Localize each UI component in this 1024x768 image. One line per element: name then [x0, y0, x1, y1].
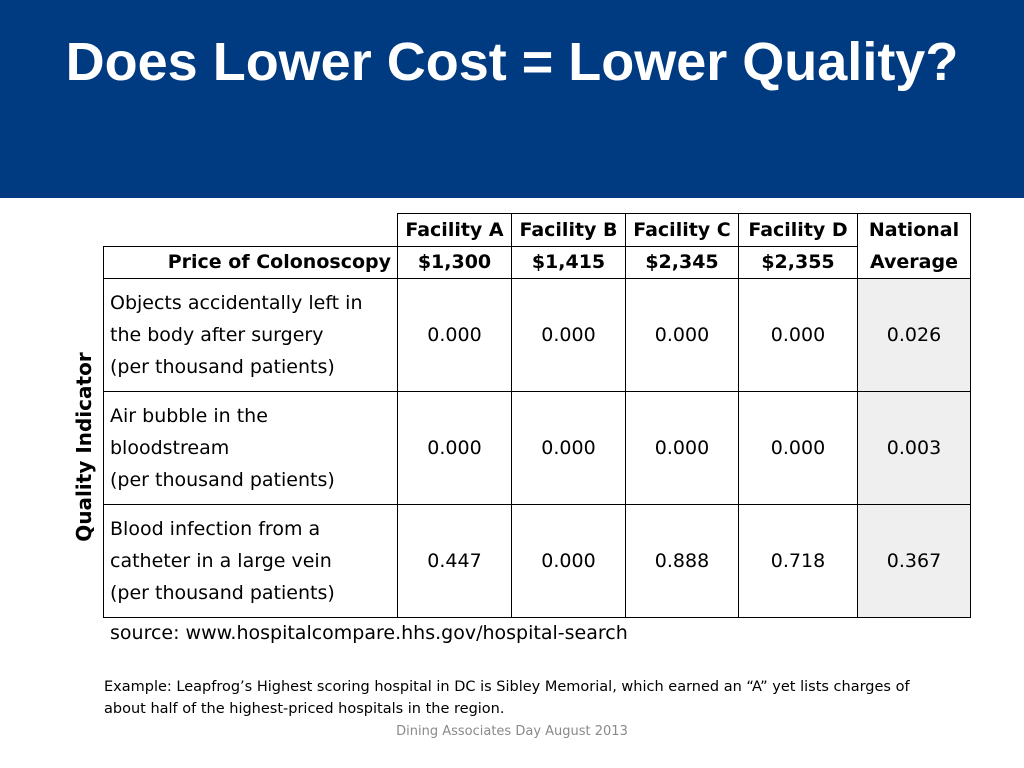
table-row: Blood infection from a catheter in a lar… [103, 504, 971, 618]
price-row: Price of Colonoscopy $1,300 $1,415 $2,34… [103, 245, 971, 279]
table-row: Objects accidentally left in the body af… [103, 278, 971, 392]
facility-header-row: Facility A Facility B Facility C Facilit… [103, 213, 971, 279]
price-facility-c: $2,345 [625, 245, 739, 279]
value-cell: 0.000 [625, 278, 739, 392]
slide-title: Does Lower Cost = Lower Quality? [65, 32, 959, 92]
price-facility-d: $2,355 [738, 245, 858, 279]
indicator-line: (per thousand patients) [110, 356, 335, 378]
value-cell: 0.888 [625, 504, 739, 618]
title-banner: Does Lower Cost = Lower Quality? [0, 0, 1024, 198]
indicator-line: catheter in a large vein [110, 550, 332, 572]
empty-corner-cell [103, 213, 398, 247]
national-average-cell: 0.026 [857, 278, 971, 392]
table-row: Air bubble in the bloodstream (per thous… [103, 391, 971, 505]
value-cell: 0.000 [511, 504, 626, 618]
indicator-line: Objects accidentally left in [110, 292, 363, 314]
price-label: Price of Colonoscopy [103, 245, 398, 279]
facility-d-header: Facility D [738, 213, 858, 247]
value-cell: 0.000 [397, 391, 512, 505]
indicator-line: the body after surgery [110, 324, 324, 346]
source-citation: source: www.hospitalcompare.hhs.gov/hosp… [110, 622, 628, 644]
value-cell: 0.000 [625, 391, 739, 505]
indicator-line: bloodstream [110, 437, 230, 459]
facility-b-header: Facility B [511, 213, 626, 247]
example-note: Example: Leapfrog’s Highest scoring hosp… [104, 679, 910, 717]
national-average-cell: 0.367 [857, 504, 971, 618]
price-facility-a: $1,300 [397, 245, 512, 279]
indicator-line: Blood infection from a [110, 518, 321, 540]
slide-footer: Dining Associates Day August 2013 [396, 724, 628, 739]
national-header-line1: National [868, 219, 960, 241]
quality-comparison-table: Facility A Facility B Facility C Facilit… [103, 213, 971, 618]
national-average-cell: 0.003 [857, 391, 971, 505]
value-cell: 0.000 [738, 278, 858, 392]
indicator-label: Blood infection from a catheter in a lar… [103, 504, 398, 618]
price-facility-b: $1,415 [511, 245, 626, 279]
indicator-line: (per thousand patients) [110, 469, 335, 491]
value-cell: 0.000 [511, 278, 626, 392]
value-cell: 0.000 [738, 391, 858, 505]
indicator-line: (per thousand patients) [110, 582, 335, 604]
facility-a-header: Facility A [397, 213, 512, 247]
value-cell: 0.718 [738, 504, 858, 618]
indicator-label: Objects accidentally left in the body af… [103, 278, 398, 392]
indicator-line: Air bubble in the [110, 405, 268, 427]
facility-c-header: Facility C [625, 213, 739, 247]
value-cell: 0.000 [511, 391, 626, 505]
value-cell: 0.447 [397, 504, 512, 618]
quality-indicator-axis-label: Quality Indicator [72, 352, 96, 542]
indicator-label: Air bubble in the bloodstream (per thous… [103, 391, 398, 505]
value-cell: 0.000 [397, 278, 512, 392]
national-header-line2: Average [870, 251, 958, 273]
national-average-header: National Average [857, 213, 971, 279]
